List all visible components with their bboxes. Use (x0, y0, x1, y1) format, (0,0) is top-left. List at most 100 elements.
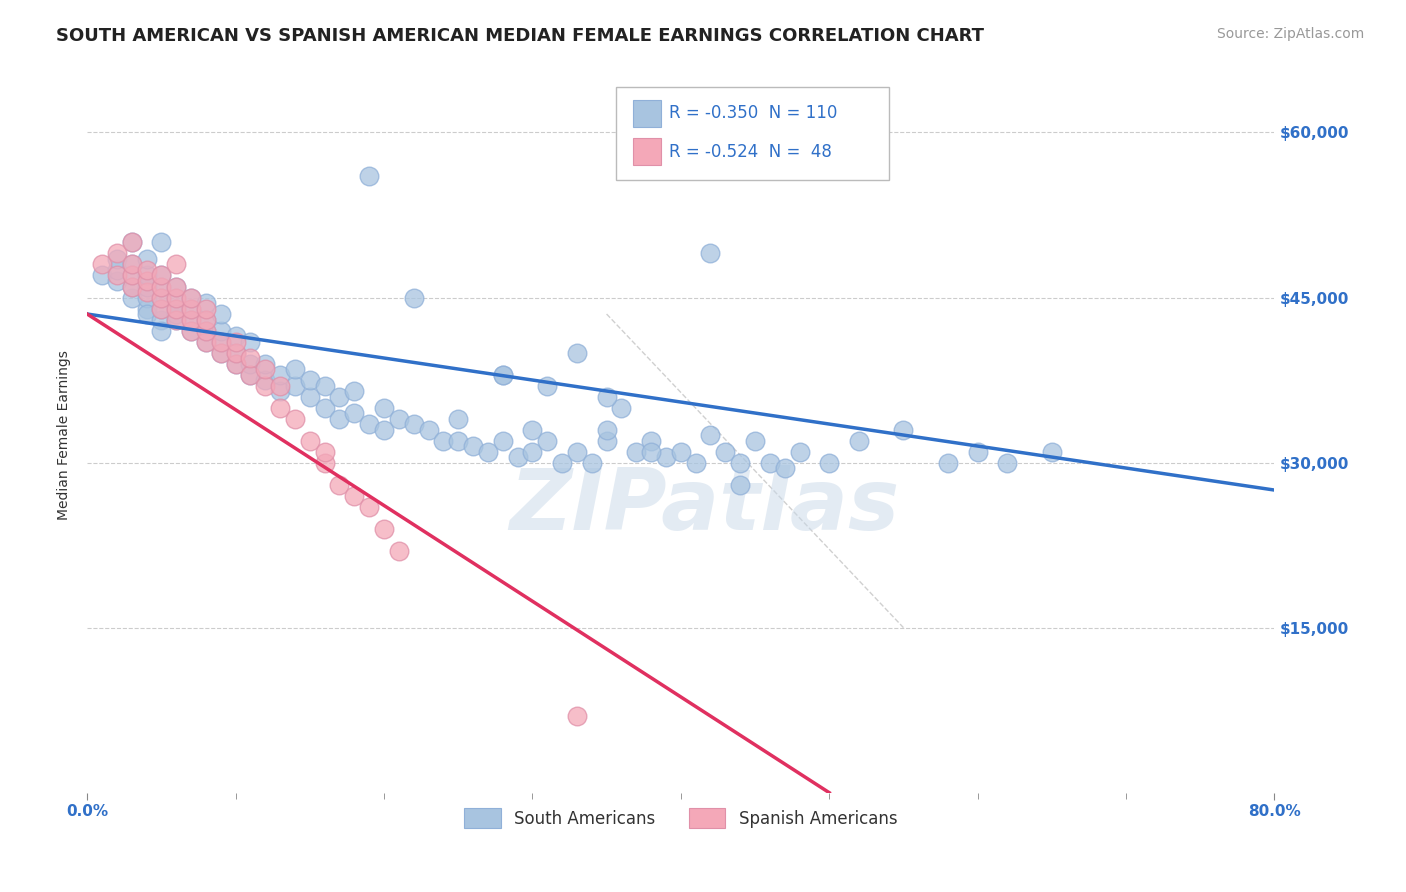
Point (165, 301, 187, 316)
Point (1040, 444, 1063, 458)
Point (269, 378, 291, 392)
Point (165, 258, 187, 272)
Point (284, 411, 307, 425)
Point (432, 434, 454, 448)
Point (150, 279, 173, 293)
Point (565, 345, 588, 359)
Point (150, 268, 173, 283)
Point (418, 423, 440, 437)
Point (105, 252, 128, 266)
Point (91, 268, 114, 283)
Point (328, 411, 350, 425)
Point (284, 378, 307, 392)
Point (135, 285, 157, 299)
Point (314, 401, 336, 415)
Point (269, 368, 291, 382)
Point (135, 279, 157, 293)
Point (165, 307, 187, 321)
Point (359, 417, 381, 431)
Point (209, 334, 232, 349)
Point (388, 411, 411, 425)
Point (402, 417, 425, 431)
Point (343, 406, 366, 420)
Point (343, 489, 366, 503)
Point (269, 384, 291, 398)
Text: R = -0.524  N =  48: R = -0.524 N = 48 (669, 143, 832, 161)
Point (135, 263, 157, 277)
Point (789, 444, 811, 458)
Point (165, 312, 187, 326)
Point (121, 235, 143, 250)
Point (150, 291, 173, 305)
Point (328, 477, 350, 491)
Point (492, 368, 515, 382)
Point (759, 456, 782, 470)
Point (165, 301, 187, 316)
Point (359, 169, 381, 184)
Point (121, 268, 143, 283)
Point (328, 390, 350, 404)
Point (180, 312, 202, 326)
Point (254, 362, 277, 376)
Point (581, 456, 603, 470)
Point (225, 334, 247, 349)
Point (180, 324, 202, 338)
Point (699, 428, 721, 442)
Point (209, 345, 232, 359)
Point (314, 378, 336, 392)
Point (640, 434, 662, 448)
Point (522, 423, 544, 437)
Point (121, 268, 143, 283)
Point (699, 246, 721, 260)
Point (343, 384, 366, 398)
Point (254, 373, 277, 387)
Point (194, 334, 217, 349)
Point (314, 456, 336, 470)
Point (165, 279, 187, 293)
Point (373, 401, 395, 415)
Point (728, 477, 751, 491)
Point (105, 263, 128, 277)
Point (225, 357, 247, 371)
Point (388, 543, 411, 558)
Point (595, 423, 617, 437)
Point (135, 274, 157, 288)
Text: SOUTH AMERICAN VS SPANISH AMERICAN MEDIAN FEMALE EARNINGS CORRELATION CHART: SOUTH AMERICAN VS SPANISH AMERICAN MEDIA… (56, 27, 984, 45)
Point (744, 434, 766, 448)
Point (284, 362, 307, 376)
Point (565, 444, 588, 458)
Legend: South Americans, Spanish Americans: South Americans, Spanish Americans (457, 802, 904, 834)
Text: R = -0.350  N = 110: R = -0.350 N = 110 (669, 104, 838, 122)
Point (461, 439, 484, 453)
Point (194, 334, 217, 349)
Point (194, 312, 217, 326)
Point (893, 423, 915, 437)
Point (121, 258, 143, 272)
Point (492, 368, 515, 382)
Text: ZIPatlas: ZIPatlas (509, 465, 900, 548)
Point (640, 444, 662, 458)
Point (121, 279, 143, 293)
Point (995, 456, 1018, 470)
Point (225, 329, 247, 343)
Point (773, 461, 796, 475)
Point (135, 268, 157, 283)
Point (194, 301, 217, 316)
Point (536, 434, 558, 448)
Point (150, 291, 173, 305)
Point (165, 312, 187, 326)
Point (655, 450, 678, 464)
Point (91, 258, 114, 272)
Point (209, 324, 232, 338)
Point (314, 444, 336, 458)
Point (239, 334, 262, 349)
Point (180, 291, 202, 305)
Point (298, 434, 321, 448)
Point (194, 312, 217, 326)
Point (209, 345, 232, 359)
Point (359, 500, 381, 514)
Point (165, 291, 187, 305)
Point (150, 301, 173, 316)
Point (135, 291, 157, 305)
Point (180, 324, 202, 338)
